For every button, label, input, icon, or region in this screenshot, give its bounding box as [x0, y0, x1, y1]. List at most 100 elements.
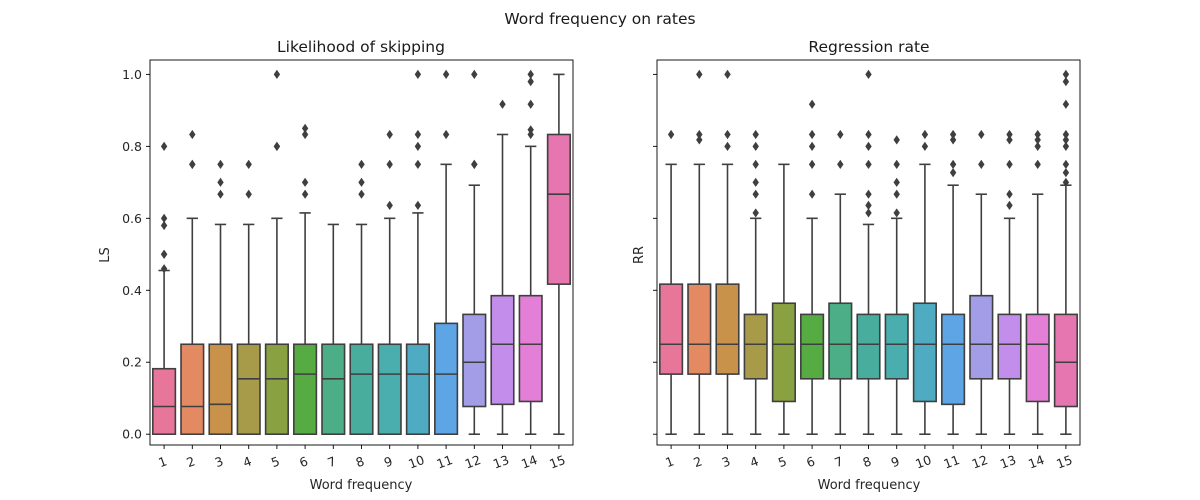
- rr-box-4: [743, 129, 768, 436]
- ls-box-13: [490, 99, 515, 436]
- box-iqr: [771, 302, 796, 403]
- outlier-point: [724, 129, 731, 140]
- box-iqr: [941, 313, 966, 406]
- outlier-point: [160, 249, 168, 259]
- rr-subplot-title: Regression rate: [808, 38, 929, 56]
- ls-y-tick-label: 0.0: [122, 427, 142, 442]
- outlier-point: [527, 69, 534, 79]
- outlier-point: [245, 159, 252, 169]
- box-iqr: [293, 343, 318, 436]
- rr-x-tick-label: 1: [663, 453, 676, 470]
- outlier-point: [949, 159, 957, 169]
- rr-x-tick-label: 13: [998, 452, 1018, 472]
- rr-x-tick-label: 4: [748, 453, 761, 470]
- box-iqr: [912, 302, 937, 403]
- outlier-point: [808, 141, 816, 151]
- ls-y-tick-label: 0.2: [122, 355, 142, 370]
- ls-x-tick-label: 13: [491, 452, 511, 472]
- outlier-point: [273, 141, 281, 151]
- ls-x-tick-label: 5: [269, 453, 282, 470]
- ls-box-12: [462, 69, 487, 436]
- outlier-point: [949, 168, 957, 178]
- ls-box-2: [180, 129, 205, 436]
- box-iqr: [997, 313, 1022, 380]
- outlier-point: [1062, 177, 1070, 187]
- ls-x-tick-label: 10: [406, 452, 426, 472]
- box-iqr: [434, 322, 459, 436]
- outlier-point: [217, 177, 224, 187]
- ls-x-tick-label: 3: [213, 453, 226, 470]
- outlier-point: [358, 159, 365, 169]
- outlier-point: [1062, 129, 1070, 140]
- outlier-point: [1006, 135, 1013, 145]
- outlier-point: [1034, 159, 1041, 169]
- outlier-point: [865, 69, 872, 79]
- outlier-point: [893, 177, 900, 187]
- box-iqr: [546, 133, 571, 285]
- outlier-point: [527, 125, 534, 135]
- rr-box-7: [828, 129, 853, 436]
- rr-box-3: [715, 69, 740, 436]
- ls-y-tick-label: 0.4: [122, 283, 142, 298]
- outlier-point: [752, 159, 759, 169]
- box-iqr: [659, 283, 684, 375]
- ls-x-tick-label: 12: [463, 452, 483, 472]
- ls-box-4: [236, 159, 261, 436]
- box-iqr: [321, 343, 346, 436]
- outlier-point: [837, 159, 844, 169]
- rr-box-1: [659, 129, 684, 436]
- rr-y-axis-label: RR: [632, 246, 647, 264]
- outlier-point: [949, 135, 957, 145]
- box-iqr: [180, 343, 205, 436]
- outlier-point: [527, 129, 534, 140]
- outlier-point: [414, 129, 422, 140]
- outlier-point: [160, 220, 168, 231]
- ls-x-tick-label: 4: [241, 453, 254, 470]
- outlier-point: [1006, 159, 1013, 169]
- outlier-point: [442, 69, 450, 79]
- outlier-point: [358, 189, 365, 199]
- box-iqr: [264, 343, 289, 436]
- outlier-point: [414, 159, 422, 169]
- outlier-point: [301, 123, 309, 133]
- rr-box-2: [687, 69, 712, 436]
- outlier-point: [865, 141, 872, 151]
- rr-box-15: [1053, 69, 1078, 436]
- ls-box-14: [518, 69, 543, 436]
- outlier-point: [217, 189, 224, 199]
- rr-box-8: [856, 69, 881, 436]
- box-iqr: [349, 343, 374, 436]
- outlier-point: [189, 159, 196, 169]
- rr-box-6: [800, 99, 825, 436]
- outlier-point: [386, 129, 393, 140]
- box-iqr: [1053, 313, 1078, 408]
- outlier-point: [301, 177, 309, 187]
- outlier-point: [865, 189, 872, 199]
- box-iqr: [856, 313, 881, 380]
- outlier-point: [414, 200, 422, 210]
- ls-plot-area: 0.00.20.40.60.81.01 2 3 4 5 6 7 8 9 10 11 12 13 14 15: [122, 59, 574, 472]
- ls-y-tick-label: 0.6: [122, 211, 142, 226]
- outlier-point: [921, 141, 929, 151]
- box-iqr: [743, 313, 768, 380]
- outlier-point: [752, 189, 759, 199]
- ls-box-7: [321, 223, 346, 436]
- outlier-point: [160, 141, 168, 151]
- outlier-point: [527, 99, 534, 109]
- ls-x-axis-label: Word frequency: [310, 478, 413, 493]
- outlier-point: [358, 177, 365, 187]
- rr-x-tick-label: 15: [1054, 452, 1074, 472]
- outlier-point: [696, 135, 703, 145]
- rr-box-11: [941, 129, 966, 436]
- outlier-point: [696, 69, 703, 79]
- rr-x-tick-label: 10: [913, 452, 933, 472]
- outlier-point: [1034, 141, 1041, 151]
- ls-box-15: [546, 73, 571, 436]
- rr-x-tick-label: 2: [691, 453, 704, 470]
- ls-y-tick-label: 0.8: [122, 139, 142, 154]
- ls-box-8: [349, 159, 374, 436]
- ls-box-9: [377, 129, 402, 436]
- ls-box-10: [405, 69, 430, 436]
- figure-title: Word frequency on rates: [504, 10, 695, 28]
